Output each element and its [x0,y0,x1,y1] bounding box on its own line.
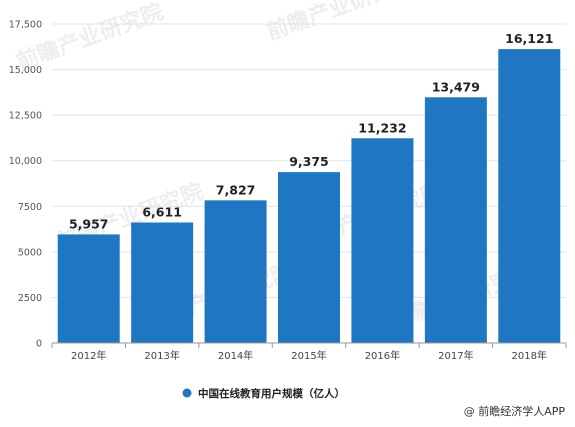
data-label: 16,121 [505,31,553,46]
y-tick-label: 2500 [18,293,42,304]
y-tick-label: 0 [36,339,42,350]
bar [351,138,414,343]
x-tick-label: 2012年 [71,349,106,362]
y-tick-label: 17,500 [9,20,42,31]
bar [424,97,487,343]
data-label: 6,611 [142,204,182,219]
y-tick-label: 10,000 [9,156,42,167]
legend-marker [182,388,192,398]
data-label: 11,232 [358,120,406,135]
y-tick-label: 15,000 [9,65,42,76]
x-tick-label: 2013年 [144,349,179,362]
x-tick-label: 2018年 [512,349,547,362]
watermark-text: 前瞻产业研究院 [263,0,417,46]
bar [57,234,120,343]
bar [278,172,340,343]
x-tick-label: 2016年 [365,349,400,362]
bar [498,49,561,343]
y-tick-label: 7500 [18,202,42,213]
legend-label: 中国在线教育用户规模（亿人） [198,387,345,400]
x-tick-label: 2014年 [218,349,253,362]
x-tick-label: 2015年 [291,349,326,362]
y-tick-label: 5000 [18,247,42,258]
bar [131,222,194,343]
x-tick-label: 2017年 [438,349,473,362]
data-label: 7,827 [216,182,256,197]
data-label: 5,957 [69,216,109,231]
y-tick-label: 12,500 [9,111,42,122]
data-label: 13,479 [432,79,480,94]
bar [204,200,267,343]
source-credit: @ 前瞻经济学人APP [463,405,565,418]
data-label: 9,375 [289,154,329,169]
